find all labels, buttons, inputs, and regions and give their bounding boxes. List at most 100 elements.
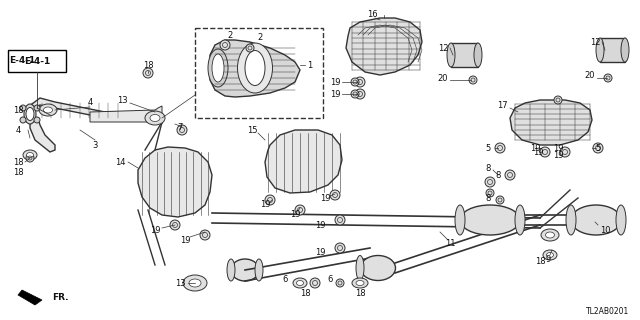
Circle shape: [604, 74, 612, 82]
Ellipse shape: [183, 275, 207, 291]
Ellipse shape: [39, 104, 57, 116]
Circle shape: [351, 78, 359, 86]
Text: 3: 3: [92, 140, 98, 149]
Circle shape: [220, 40, 230, 50]
Circle shape: [335, 215, 345, 225]
Circle shape: [355, 89, 365, 99]
Ellipse shape: [296, 281, 303, 285]
Text: 19: 19: [530, 143, 540, 153]
Circle shape: [485, 177, 495, 187]
Polygon shape: [210, 40, 300, 97]
Text: TL2AB0201: TL2AB0201: [586, 308, 630, 316]
Text: 14: 14: [115, 157, 125, 166]
Text: 19: 19: [330, 77, 340, 86]
Polygon shape: [600, 38, 625, 62]
Ellipse shape: [447, 43, 455, 67]
Text: 20: 20: [585, 70, 595, 79]
Text: 5: 5: [485, 143, 491, 153]
Text: 12: 12: [589, 37, 600, 46]
Ellipse shape: [621, 38, 629, 62]
Polygon shape: [30, 118, 55, 152]
Text: 18: 18: [300, 289, 310, 298]
Ellipse shape: [227, 259, 235, 281]
Polygon shape: [346, 18, 422, 75]
Ellipse shape: [212, 54, 224, 82]
Text: 20: 20: [438, 74, 448, 83]
Ellipse shape: [455, 205, 465, 235]
Circle shape: [20, 105, 26, 111]
Circle shape: [336, 279, 344, 287]
Ellipse shape: [145, 111, 165, 125]
Circle shape: [486, 189, 494, 197]
Ellipse shape: [231, 259, 259, 281]
Text: FR.: FR.: [52, 293, 68, 302]
Text: 19: 19: [532, 148, 543, 156]
Text: 19: 19: [315, 220, 325, 229]
Ellipse shape: [543, 250, 557, 260]
Ellipse shape: [474, 43, 482, 67]
Text: 1: 1: [307, 60, 312, 69]
Ellipse shape: [24, 104, 36, 124]
Circle shape: [330, 190, 340, 200]
Ellipse shape: [541, 229, 559, 241]
Text: 12: 12: [438, 44, 448, 52]
Text: 19: 19: [150, 226, 160, 235]
Circle shape: [34, 117, 40, 123]
Circle shape: [355, 77, 365, 87]
Ellipse shape: [237, 43, 273, 93]
Circle shape: [469, 76, 477, 84]
Text: 11: 11: [445, 238, 455, 247]
Ellipse shape: [545, 232, 554, 238]
Ellipse shape: [245, 51, 265, 85]
Ellipse shape: [566, 205, 576, 235]
Text: 13: 13: [116, 95, 127, 105]
Text: 18: 18: [143, 60, 154, 69]
Ellipse shape: [26, 153, 33, 157]
Circle shape: [505, 170, 515, 180]
Text: 19: 19: [260, 199, 270, 209]
Text: 19: 19: [290, 210, 300, 219]
Text: 18: 18: [13, 157, 23, 166]
Ellipse shape: [360, 255, 396, 281]
Circle shape: [200, 230, 210, 240]
Ellipse shape: [515, 205, 525, 235]
Text: 19: 19: [330, 90, 340, 99]
Text: 9: 9: [545, 255, 550, 265]
Circle shape: [170, 220, 180, 230]
Ellipse shape: [208, 49, 228, 87]
Circle shape: [335, 243, 345, 253]
Text: 18: 18: [355, 289, 365, 298]
Circle shape: [26, 154, 34, 162]
Text: 13: 13: [175, 279, 186, 289]
Ellipse shape: [293, 278, 307, 288]
Polygon shape: [451, 43, 478, 67]
Ellipse shape: [356, 281, 364, 285]
Circle shape: [177, 125, 187, 135]
Circle shape: [593, 143, 603, 153]
Ellipse shape: [23, 150, 37, 160]
Text: 8: 8: [485, 164, 491, 172]
Polygon shape: [265, 130, 342, 193]
Ellipse shape: [255, 259, 263, 281]
Text: 4: 4: [15, 125, 20, 134]
Text: 8: 8: [485, 194, 491, 203]
Text: 4: 4: [88, 98, 93, 107]
Circle shape: [560, 147, 570, 157]
Ellipse shape: [352, 278, 368, 288]
Text: 19: 19: [320, 194, 330, 203]
Text: 6: 6: [327, 276, 333, 284]
Circle shape: [246, 44, 254, 52]
Text: 2: 2: [227, 30, 232, 39]
Circle shape: [554, 96, 562, 104]
Text: 19: 19: [553, 150, 563, 159]
Circle shape: [295, 205, 305, 215]
Text: 17: 17: [497, 100, 508, 109]
Ellipse shape: [616, 205, 626, 235]
Text: E-4-1: E-4-1: [24, 57, 50, 66]
Text: 19: 19: [315, 247, 325, 257]
Text: 15: 15: [247, 125, 257, 134]
Text: 8: 8: [495, 171, 500, 180]
Polygon shape: [18, 290, 42, 305]
Polygon shape: [30, 98, 120, 120]
Circle shape: [540, 147, 550, 157]
